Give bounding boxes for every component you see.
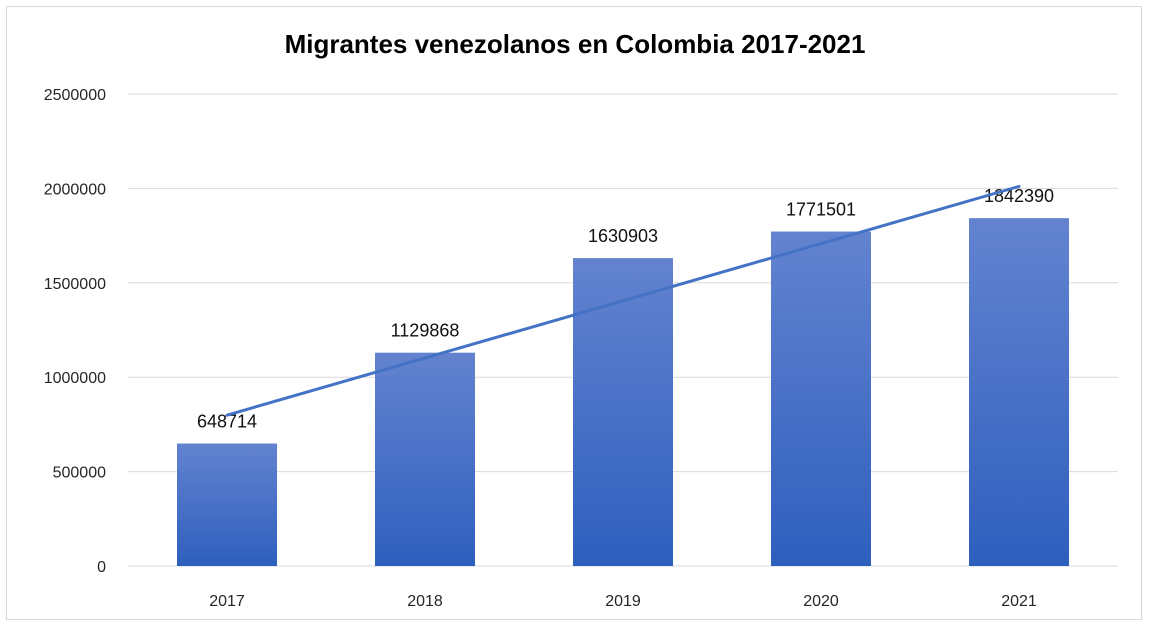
- data-label-2020: 1771501: [786, 200, 856, 220]
- data-label-2021: 1842390: [984, 186, 1054, 206]
- bar-2017: [177, 443, 277, 566]
- chart-title: Migrantes venezolanos en Colombia 2017-2…: [285, 29, 866, 59]
- data-label-2018: 1129868: [391, 321, 460, 341]
- data-label-2019: 1630903: [588, 226, 658, 246]
- bar-2018: [375, 352, 475, 566]
- x-tick-label: 2020: [803, 593, 839, 610]
- trendline-layer: [225, 184, 1021, 417]
- y-axis: 0 500000 1000000 1500000 2000000 2500000: [44, 87, 106, 576]
- y-tick-label: 1000000: [44, 370, 106, 387]
- y-tick-label: 500000: [53, 465, 106, 482]
- y-tick-label: 1500000: [44, 276, 106, 293]
- x-tick-label: 2019: [605, 593, 641, 610]
- gridlines: [128, 93, 1118, 567]
- x-tick-label: 2021: [1001, 593, 1037, 610]
- y-tick-label: 2000000: [44, 181, 106, 198]
- bar-2021: [969, 218, 1069, 566]
- data-label-2017: 648714: [197, 412, 257, 432]
- bar-2019: [573, 258, 673, 566]
- x-tick-label: 2017: [209, 593, 245, 610]
- bar-2020: [771, 231, 871, 567]
- y-tick-label: 2500000: [44, 87, 106, 104]
- x-axis: 2017 2018 2019 2020 2021: [209, 593, 1037, 610]
- trendline: [225, 184, 1021, 417]
- x-tick-label: 2018: [407, 593, 443, 610]
- y-tick-label: 0: [97, 559, 106, 576]
